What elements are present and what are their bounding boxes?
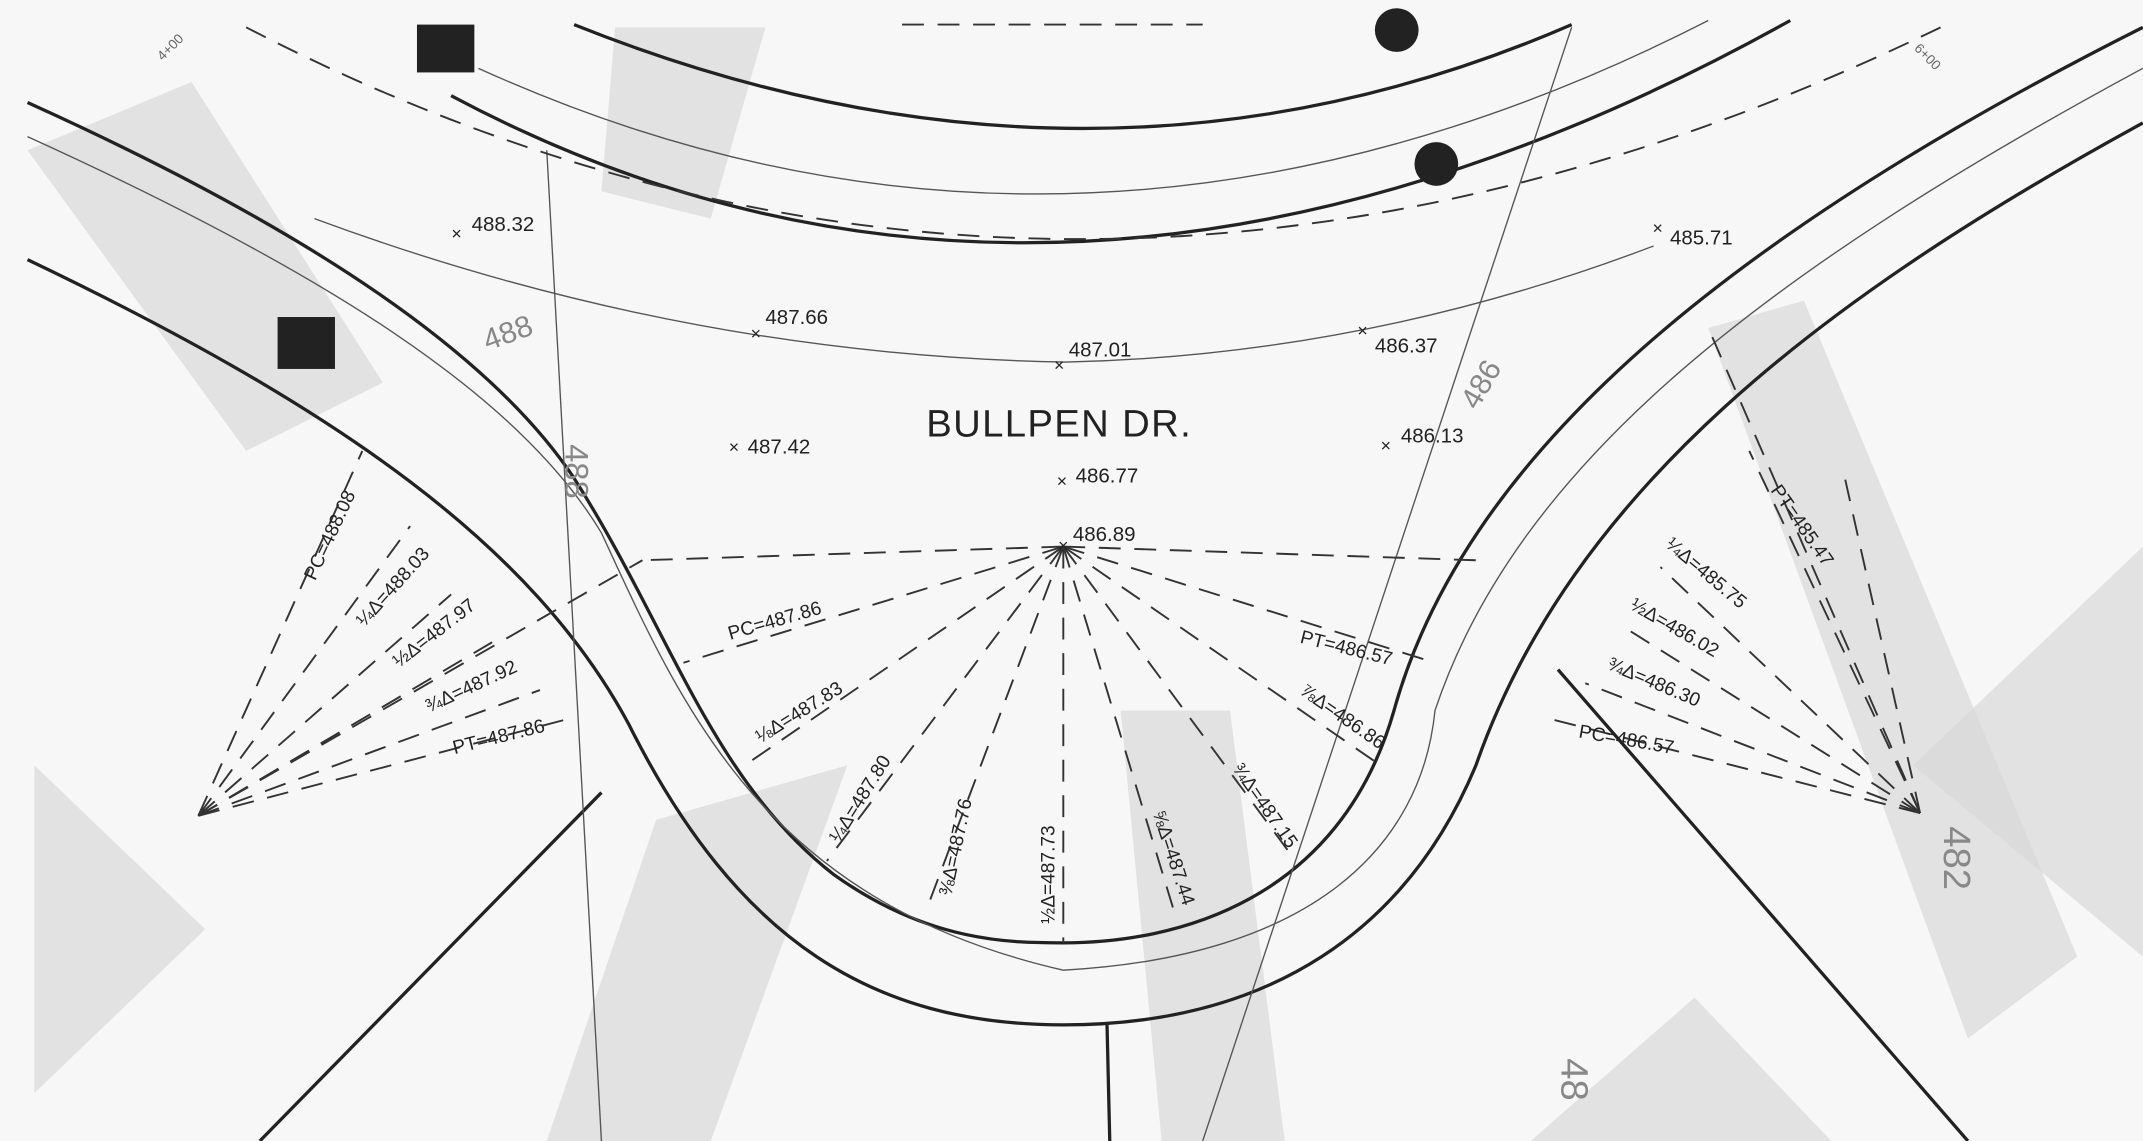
radial-line <box>642 547 1063 561</box>
curve-elevation: ⅜Δ=487.76 <box>936 797 977 898</box>
background-shading <box>28 27 2143 1141</box>
spot-elevation: 487.66 <box>765 306 828 329</box>
lot-line <box>1107 1025 1110 1141</box>
site-plan: BULLPEN DR. ×488.32×487.66×487.01×486.37… <box>0 0 2143 1141</box>
manhole <box>1375 8 1419 52</box>
inlet <box>278 317 335 369</box>
curve-elevation: ¾Δ=487.92 <box>422 657 520 718</box>
structures <box>278 8 1459 369</box>
spot-elevation: 487.01 <box>1069 339 1132 362</box>
station-label: 4+00 <box>154 31 187 64</box>
spot-elevation: 488.32 <box>472 213 535 236</box>
radial-line <box>198 690 540 816</box>
curve-elevation: ½Δ=486.02 <box>1626 594 1722 661</box>
curve-elevation: ¼Δ=487.80 <box>826 752 896 847</box>
spot-mark: × <box>1054 355 1064 375</box>
contour-label: 488 <box>558 444 595 499</box>
manhole <box>1414 142 1458 186</box>
curve-elevation: ¾Δ=486.30 <box>1604 654 1703 712</box>
inlet <box>417 25 474 73</box>
curve-elevation: ¼Δ=485.75 <box>1661 534 1750 613</box>
lot-line <box>260 793 602 1141</box>
shade <box>601 27 765 218</box>
spot-elevation: 486.77 <box>1076 464 1139 487</box>
spot-mark: × <box>751 323 761 343</box>
spot-elevation: 486.37 <box>1375 334 1438 357</box>
spot-mark: × <box>1653 218 1663 238</box>
spot-mark: × <box>1357 321 1367 341</box>
spot-elevation: 485.71 <box>1670 227 1733 250</box>
center-line <box>246 27 1940 239</box>
radial-line <box>683 547 1063 663</box>
spot-elevation: 486.13 <box>1401 425 1464 448</box>
shade <box>28 82 383 451</box>
spot-mark: × <box>729 437 739 457</box>
spot-mark: × <box>1057 471 1067 491</box>
labels: BULLPEN DR. ×488.32×487.66×487.01×486.37… <box>154 31 1978 1101</box>
spot-mark: × <box>1381 436 1391 456</box>
curve-elevation: ½Δ=487.73 <box>1039 825 1060 923</box>
station-label: 6+00 <box>1911 41 1944 74</box>
radial-line <box>745 547 1063 766</box>
street-name: BULLPEN DR. <box>926 402 1192 445</box>
spot-mark: × <box>451 224 461 244</box>
contour-label: 488 <box>479 309 537 357</box>
curve-elevation: PC=487.86 <box>726 598 824 645</box>
radial-line <box>1063 547 1476 561</box>
contour-line <box>1203 27 1572 1141</box>
contour-label: 486 <box>1455 355 1509 415</box>
shade <box>1121 711 1285 1141</box>
shade <box>547 765 848 1141</box>
curve-elevation: PC=488.08 <box>301 487 361 583</box>
curve-elevation: PT=487.86 <box>451 716 547 759</box>
curve-elevation: ¼Δ=488.03 <box>353 544 434 631</box>
curve-elevation: PC=486.57 <box>1577 721 1675 758</box>
page: {"street_name": "BULLPEN DR.", "spot_ele… <box>0 0 2143 1141</box>
radial-line <box>198 594 451 815</box>
spot-elevation: 487.42 <box>748 436 811 459</box>
contour-label: 482 <box>1935 826 1978 890</box>
shade <box>34 765 205 1093</box>
curve-elevation: PT=486.57 <box>1298 627 1394 670</box>
curve-elevation: ½Δ=487.97 <box>389 595 479 672</box>
contour-label: 48 <box>1553 1058 1596 1101</box>
curve-elevation: ⅛Δ=487.83 <box>752 678 847 748</box>
spot-elevation: 486.89 <box>1073 523 1136 546</box>
spot-mark: × <box>1058 535 1068 555</box>
